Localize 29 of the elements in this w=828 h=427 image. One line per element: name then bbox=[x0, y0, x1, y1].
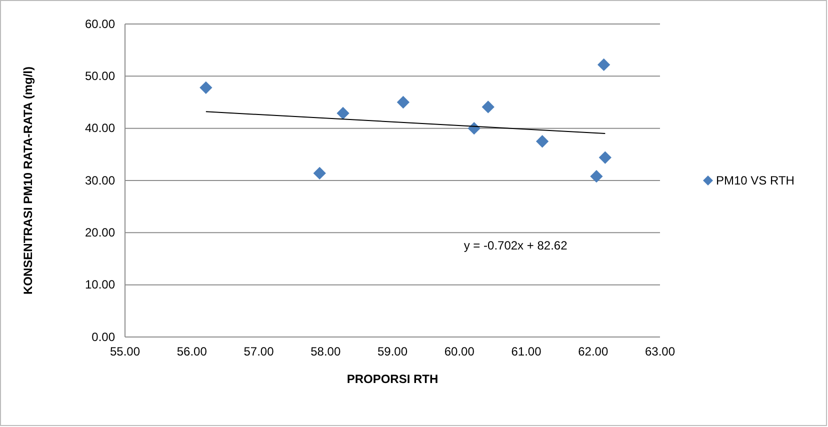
x-tick-label: 57.00 bbox=[244, 344, 274, 359]
point bbox=[598, 58, 610, 72]
x-tick-label: 55.00 bbox=[110, 344, 140, 359]
y-tick-label: 10.00 bbox=[84, 278, 116, 292]
x-tick-label: 63.00 bbox=[644, 344, 676, 359]
y-tick-label: 50.00 bbox=[84, 69, 116, 84]
x-axis-title: PROPORSI RTH bbox=[346, 372, 438, 386]
x-tick-label: 61.00 bbox=[511, 344, 542, 359]
point bbox=[200, 81, 212, 94]
x-tick-label: 59.00 bbox=[377, 344, 408, 359]
point bbox=[590, 170, 603, 183]
annotation: y = -0.702x + 82.62 bbox=[464, 238, 568, 252]
point bbox=[536, 135, 549, 148]
x-tick-label: 60.00 bbox=[444, 344, 475, 359]
legend-label: PM10 VS RTH bbox=[716, 174, 794, 188]
point bbox=[313, 166, 326, 180]
point bbox=[598, 151, 612, 164]
x-tick-label: 58.00 bbox=[310, 344, 341, 359]
y-tick-label: 20.00 bbox=[84, 226, 116, 240]
point bbox=[336, 106, 350, 120]
y-axis-title: KONSENTRASI PM10 RATA-RATA (mg/l) bbox=[21, 66, 35, 294]
point bbox=[396, 96, 410, 109]
y-tick-label: 0.00 bbox=[92, 330, 116, 344]
x-tick-label: 62.00 bbox=[578, 344, 608, 359]
y-tick-label: 40.00 bbox=[84, 121, 116, 136]
y-tick-label: 60.00 bbox=[84, 16, 116, 31]
x-tick-label: 56.00 bbox=[176, 344, 208, 359]
y-tick-label: 30.00 bbox=[84, 173, 116, 188]
point bbox=[482, 100, 494, 114]
